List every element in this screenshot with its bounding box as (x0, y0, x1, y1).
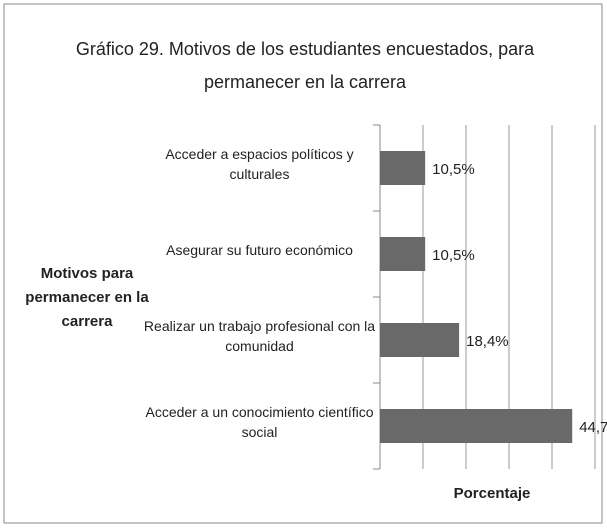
data-label: 10,5% (432, 161, 475, 178)
data-label: 18,4% (466, 333, 509, 350)
bar (380, 323, 460, 357)
bar (380, 237, 426, 271)
x-axis-title: Porcentaje (454, 485, 531, 502)
bar (380, 151, 426, 185)
chart-title: permanecer en la carrera (204, 72, 407, 92)
y-tick-label: Realizar un trabajo profesional con la c… (143, 318, 376, 354)
data-label: 10,5% (432, 247, 475, 264)
chart-title: Gráfico 29. Motivos de los estudiantes e… (76, 39, 535, 59)
y-tick-label: Acceder a un conocimiento científico soc… (145, 404, 374, 440)
y-tick-label: Acceder a espacios políticos y culturale… (165, 146, 354, 182)
y-tick-label: Asegurar su futuro económico (166, 242, 353, 258)
bar (380, 409, 573, 443)
y-axis-title: Motivos para permanecer en la carrera (25, 265, 149, 330)
data-label: 44,7% (579, 419, 607, 436)
